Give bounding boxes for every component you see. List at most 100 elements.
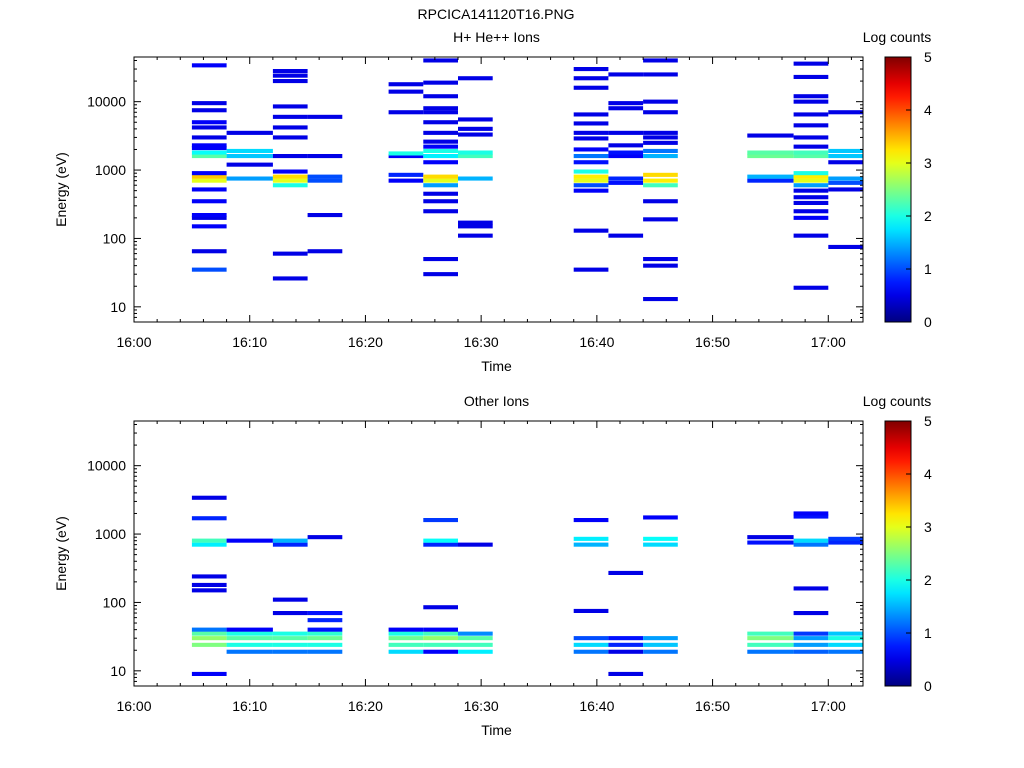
heatmap-cell bbox=[191, 120, 227, 125]
colorbar-tick-label: 0 bbox=[924, 678, 932, 694]
heatmap-cell bbox=[191, 538, 227, 543]
heatmap-cell bbox=[272, 611, 308, 616]
heatmap-cell bbox=[793, 538, 829, 543]
heatmap-cell bbox=[747, 178, 794, 183]
heatmap-cell bbox=[793, 74, 829, 79]
heatmap-cell bbox=[573, 518, 609, 523]
heatmap-cell bbox=[191, 146, 227, 151]
heatmap-cell bbox=[272, 169, 308, 174]
heatmap-cell bbox=[573, 154, 609, 159]
colorbar-label: Log counts bbox=[863, 393, 932, 409]
heatmap-cell bbox=[573, 169, 609, 174]
heatmap-cell bbox=[793, 285, 829, 290]
heatmap-cell bbox=[793, 514, 829, 519]
heatmap-cell bbox=[828, 649, 863, 654]
heatmap-cell bbox=[573, 136, 609, 141]
heatmap-cell bbox=[307, 114, 343, 119]
heatmap-cell bbox=[747, 174, 794, 179]
heatmap-cell bbox=[191, 187, 227, 192]
heatmap-cell bbox=[226, 154, 273, 159]
heatmap-cell bbox=[458, 76, 493, 81]
heatmap-cell bbox=[423, 80, 458, 85]
heatmap-cell bbox=[793, 135, 829, 140]
heatmap-cell bbox=[423, 272, 458, 277]
heatmap-cell bbox=[793, 150, 829, 155]
heatmap-cell bbox=[272, 174, 308, 179]
panel-title: H+ He++ Ions bbox=[453, 29, 540, 45]
heatmap-cell bbox=[191, 199, 227, 204]
heatmap-cell bbox=[793, 642, 829, 647]
heatmap-cell bbox=[793, 183, 829, 188]
colorbar-tick-label: 4 bbox=[924, 102, 932, 118]
heatmap-cell bbox=[573, 121, 609, 126]
heatmap-cell bbox=[388, 154, 424, 159]
heatmap-cell bbox=[423, 191, 458, 196]
heatmap-cell bbox=[272, 135, 308, 140]
y-tick-label: 1000 bbox=[95, 162, 126, 178]
heatmap-cell bbox=[793, 61, 829, 66]
heatmap-cell bbox=[573, 112, 609, 117]
heatmap-cell bbox=[191, 542, 227, 547]
heatmap-cell bbox=[793, 233, 829, 238]
heatmap-cell bbox=[643, 130, 678, 135]
heatmap-cell bbox=[458, 117, 493, 122]
heatmap-cell bbox=[423, 106, 458, 111]
heatmap-cell bbox=[272, 631, 308, 636]
heatmap-cell bbox=[307, 249, 343, 254]
heatmap-cell bbox=[793, 94, 829, 99]
colorbar-tick-label: 5 bbox=[924, 49, 932, 65]
heatmap-cell bbox=[307, 535, 343, 540]
heatmap-cell bbox=[643, 649, 678, 654]
heatmap-cell bbox=[458, 636, 493, 641]
heatmap-cell bbox=[747, 535, 794, 540]
heatmap-cell bbox=[643, 183, 678, 188]
heatmap-cell bbox=[226, 642, 273, 647]
x-tick-label: 17:00 bbox=[811, 334, 846, 350]
heatmap-cell bbox=[423, 174, 458, 179]
heatmap-cell bbox=[573, 642, 609, 647]
heatmap-cell bbox=[793, 631, 829, 636]
heatmap-cell bbox=[458, 224, 493, 229]
heatmap-cell bbox=[573, 636, 609, 641]
heatmap-cell bbox=[423, 160, 458, 165]
heatmap-cell bbox=[747, 636, 794, 641]
heatmap-cell bbox=[423, 148, 458, 153]
y-axis-label: Energy (eV) bbox=[53, 516, 69, 591]
heatmap-cell bbox=[226, 130, 273, 135]
heatmap-cell bbox=[272, 597, 308, 602]
heatmap-cell bbox=[643, 217, 678, 222]
heatmap-cell bbox=[423, 120, 458, 125]
heatmap-cell bbox=[793, 511, 829, 516]
heatmap-cell bbox=[226, 162, 273, 167]
heatmap-cell bbox=[747, 642, 794, 647]
heatmap-cell bbox=[423, 58, 458, 63]
panel-title: Other Ions bbox=[464, 393, 529, 409]
x-tick-label: 16:10 bbox=[232, 698, 267, 714]
heatmap-cell bbox=[307, 618, 343, 623]
heatmap-cell bbox=[423, 649, 458, 654]
heatmap-cell bbox=[388, 89, 424, 94]
heatmap-cell bbox=[828, 110, 863, 115]
y-tick-label: 1000 bbox=[95, 526, 126, 542]
heatmap-cell bbox=[226, 538, 273, 543]
heatmap-cell bbox=[608, 180, 644, 185]
heatmap-cell bbox=[191, 267, 227, 272]
heatmap-cell bbox=[643, 297, 678, 302]
heatmap-cell bbox=[307, 636, 343, 641]
colorbar-tick-label: 4 bbox=[924, 466, 932, 482]
heatmap-cell bbox=[793, 542, 829, 547]
colorbar-tick-label: 2 bbox=[924, 208, 932, 224]
heatmap-cell bbox=[388, 636, 424, 641]
heatmap-cell bbox=[191, 588, 227, 593]
heatmap-cell bbox=[191, 171, 227, 176]
y-tick-label: 10 bbox=[110, 299, 126, 315]
x-tick-label: 16:40 bbox=[579, 334, 614, 350]
heatmap-cell bbox=[793, 611, 829, 616]
y-tick-label: 100 bbox=[103, 594, 127, 610]
heatmap-cell bbox=[307, 642, 343, 647]
heatmap-cell bbox=[458, 649, 493, 654]
colorbar bbox=[884, 420, 912, 687]
y-tick-label: 10000 bbox=[87, 458, 126, 474]
heatmap-cell bbox=[191, 125, 227, 130]
heatmap-cell bbox=[608, 150, 644, 155]
